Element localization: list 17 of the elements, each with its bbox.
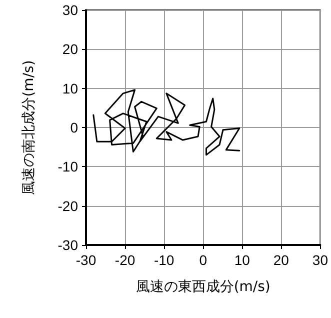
y-axis-title: 風速の南北成分(m/s) bbox=[21, 60, 37, 195]
line-series bbox=[92, 89, 240, 156]
x-axis-title: 風速の東西成分(m/s) bbox=[136, 279, 270, 295]
x-tick-label: 30 bbox=[312, 252, 328, 268]
x-tick-label: -30 bbox=[76, 252, 96, 268]
y-tick-label: -10 bbox=[58, 158, 78, 175]
x-tick-label: 0 bbox=[199, 252, 208, 268]
x-tick-label: 20 bbox=[273, 252, 290, 268]
x-tick-label: -10 bbox=[154, 252, 174, 268]
y-tick-label: 20 bbox=[62, 41, 78, 58]
x-tick-label: -20 bbox=[114, 252, 136, 268]
y-tick-label: -20 bbox=[58, 198, 78, 214]
y-tick-label: 10 bbox=[62, 80, 78, 96]
y-tick-label: 0 bbox=[70, 120, 78, 136]
x-tick-label: 10 bbox=[234, 252, 250, 268]
y-tick-label: 30 bbox=[62, 2, 78, 18]
y-tick-label: -30 bbox=[58, 237, 78, 253]
